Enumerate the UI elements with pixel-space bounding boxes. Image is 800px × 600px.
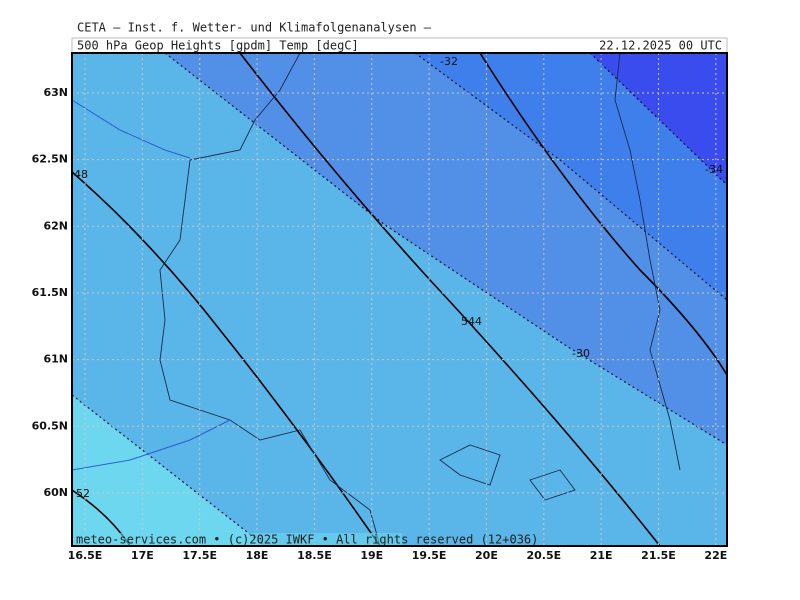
map-area: meteo-services.com • (c)2025 IWKF • All … — [72, 53, 727, 547]
grid — [72, 53, 727, 546]
map-frame — [71, 52, 728, 547]
header-title: CETA — Inst. f. Wetter- und Klimafolgena… — [77, 21, 432, 35]
lon-label: 17E — [131, 549, 154, 562]
footer: meteo-services.com • (c)2025 IWKF • All … — [76, 533, 538, 547]
lon-label: 19.5E — [412, 549, 447, 562]
lon-label: 18E — [246, 549, 269, 562]
contour-label: -34 — [705, 163, 723, 176]
lat-label: 61N — [43, 353, 68, 366]
lon-label: 21E — [590, 549, 613, 562]
lon-label: 19E — [360, 549, 383, 562]
valid-time: 22.12.2025 00 UTC — [599, 39, 722, 53]
lon-label: 20.5E — [526, 549, 561, 562]
contour-label: 52 — [76, 487, 90, 500]
lon-label: 21.5E — [641, 549, 676, 562]
lat-label: 62N — [43, 219, 68, 232]
contour-label: 48 — [74, 168, 88, 181]
temp-band — [415, 53, 727, 300]
contour-label: 544 — [461, 315, 482, 328]
lon-label: 22E — [704, 549, 727, 562]
lon-label: 20E — [475, 549, 498, 562]
lat-label: 62.5N — [32, 153, 68, 166]
lat-label: 63N — [43, 86, 68, 99]
contour-label: -32 — [440, 55, 458, 68]
subtitle: 500_hPa_Geop_Heights_[gpdm]_Temp_[degC] — [77, 39, 359, 53]
coastline — [159, 53, 681, 546]
height-contours — [72, 53, 727, 546]
contour-label: -30 — [572, 347, 590, 360]
lon-label: 18.5E — [297, 549, 332, 562]
lat-label: 60N — [43, 486, 68, 499]
lon-label: 16.5E — [68, 549, 103, 562]
footer-bg — [72, 533, 402, 546]
lon-label: 17.5E — [182, 549, 217, 562]
lat-label: 61.5N — [32, 286, 68, 299]
lat-label: 60.5N — [32, 419, 68, 432]
